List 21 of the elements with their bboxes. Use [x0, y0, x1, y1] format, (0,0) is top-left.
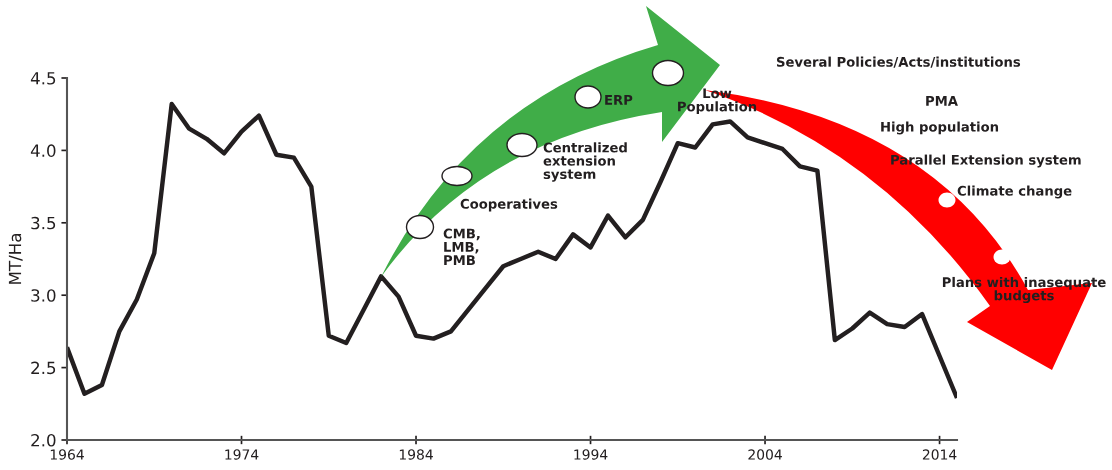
y-tick-label: 3.0: [31, 289, 56, 302]
x-tick-label: 1984: [399, 449, 433, 460]
y-tick-label: 2.0: [31, 433, 56, 447]
y-tick-label: 3.5: [31, 216, 56, 230]
x-tick-label: 2004: [748, 449, 782, 460]
x-tick-label: 1964: [50, 449, 84, 460]
y-tick-label: 4.5: [30, 72, 56, 85]
text: Several Policies/Acts/institutions: [776, 56, 1021, 68]
y-tick-label: 2.5: [31, 361, 56, 375]
x-tick-label: 1974: [225, 449, 259, 460]
y-axis-title: MT/Ha: [8, 234, 23, 284]
text: Climate change: [957, 185, 1072, 199]
x-tick-label: 1994: [574, 449, 608, 460]
annotation: CMB, LMB, PMB: [443, 228, 480, 265]
x-tick-label: 2014: [922, 449, 957, 460]
annotation: PMA: [926, 96, 958, 106]
annotation: Centralized extension system: [543, 142, 627, 182]
annotation: High population: [881, 121, 999, 135]
annotation: Cooperatives: [460, 198, 558, 212]
y-tick-label: 4.0: [30, 144, 56, 157]
annotation: ERP: [605, 95, 633, 105]
